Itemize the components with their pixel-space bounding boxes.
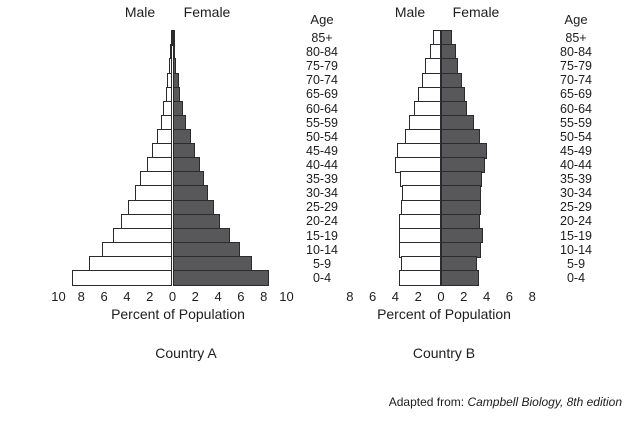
female-column-label-country-b: Female	[452, 4, 500, 20]
x-tick-label: 0	[168, 289, 177, 304]
male-column-label-country-b: Male	[394, 4, 426, 20]
age-group-label: 30-34	[560, 186, 592, 201]
age-group-label: 35-39	[560, 172, 592, 187]
age-group-label: 25-29	[306, 200, 338, 215]
chart-title-country-a: Country A	[155, 345, 217, 361]
age-group-label: 55-59	[560, 115, 592, 130]
bar-male-0-4	[72, 270, 173, 286]
x-tick-label: 8	[346, 289, 354, 304]
age-group-label: 85+	[565, 31, 587, 45]
age-group-label: 0-4	[312, 270, 332, 285]
x-tick-label: 2	[146, 289, 154, 304]
pyramid-country-b	[340, 30, 544, 286]
x-tick-label: 4	[391, 289, 399, 304]
x-tick-label: 4	[214, 289, 222, 304]
age-group-label: 70-74	[560, 73, 592, 88]
chart-title-country-b: Country B	[412, 345, 476, 361]
bar-female-0-4	[441, 270, 479, 286]
x-tick-label: 6	[237, 289, 245, 304]
age-axis-title-middle: Age	[310, 12, 334, 27]
age-axis-labels-middle: 85+ 80-84 75-79 70-74 65-69 60-64 55-59 50-54 45…	[292, 31, 352, 285]
age-group-label: 85+	[311, 31, 333, 45]
x-tick-label: 4	[123, 289, 131, 304]
age-group-label: 80-84	[560, 45, 592, 60]
age-group-label: 45-49	[560, 143, 592, 158]
age-group-label: 5-9	[312, 256, 332, 271]
age-group-label: 30-34	[306, 186, 338, 201]
age-axis-labels-right: 85+ 80-84 75-79 70-74 65-69 60-64 55-59 50-54 45…	[546, 31, 606, 285]
x-tick-label: 10	[279, 289, 294, 304]
age-group-label: 20-24	[560, 214, 592, 229]
attribution-source: Campbell Biology, 8th edition	[467, 395, 622, 409]
age-group-label: 50-54	[560, 129, 592, 144]
bar-male-0-4	[398, 270, 441, 286]
x-tick-label: 8	[528, 289, 536, 304]
female-column-label-country-a: Female	[183, 4, 231, 20]
pyramid-country-a	[48, 30, 304, 286]
age-group-label: 75-79	[560, 59, 592, 74]
bar-female-0-4	[172, 270, 270, 286]
age-group-label: 0-4	[566, 270, 586, 285]
age-group-label: 65-69	[306, 87, 338, 102]
x-axis-country-a: 10 8 6 4 2 0 2 4 6 8 10	[48, 289, 304, 305]
age-group-label: 60-64	[306, 101, 338, 116]
age-group-label: 25-29	[560, 200, 592, 215]
age-group-label: 40-44	[560, 157, 592, 172]
age-group-label: 5-9	[566, 256, 586, 271]
x-tick-label: 2	[191, 289, 199, 304]
x-tick-label: 6	[368, 289, 377, 304]
x-axis-title-country-b: Percent of Population	[377, 306, 511, 322]
x-tick-label: 4	[482, 289, 491, 304]
x-tick-label: 2	[414, 289, 422, 304]
x-tick-label: 6	[505, 289, 513, 304]
age-group-label: 50-54	[306, 129, 338, 144]
age-group-label: 70-74	[306, 73, 338, 88]
age-group-label: 65-69	[560, 87, 592, 102]
x-tick-label: 0	[437, 289, 445, 304]
age-group-label: 75-79	[306, 59, 338, 74]
attribution-prefix: Adapted from:	[388, 395, 468, 409]
attribution: Adapted from: Campbell Biology, 8th edit…	[389, 395, 622, 409]
x-tick-label: 8	[77, 289, 85, 304]
age-group-label: 15-19	[306, 228, 338, 243]
x-tick-label: 6	[100, 289, 108, 304]
age-group-label: 35-39	[306, 172, 338, 187]
age-group-label: 45-49	[306, 143, 338, 158]
age-group-label: 55-59	[306, 115, 338, 130]
age-group-label: 15-19	[560, 228, 592, 243]
x-axis-title-country-a: Percent of Population	[111, 306, 245, 322]
age-group-label: 10-14	[560, 242, 592, 257]
x-tick-label: 2	[460, 289, 468, 304]
age-group-label: 80-84	[306, 45, 338, 60]
age-group-label: 40-44	[306, 157, 338, 172]
age-axis-title-right: Age	[564, 12, 588, 27]
age-group-label: 20-24	[306, 214, 338, 229]
male-column-label-country-a: Male	[124, 4, 156, 20]
age-group-label: 60-64	[560, 101, 592, 116]
age-group-label: 10-14	[306, 242, 338, 257]
x-tick-label: 8	[260, 289, 268, 304]
x-tick-label: 10	[51, 289, 66, 304]
